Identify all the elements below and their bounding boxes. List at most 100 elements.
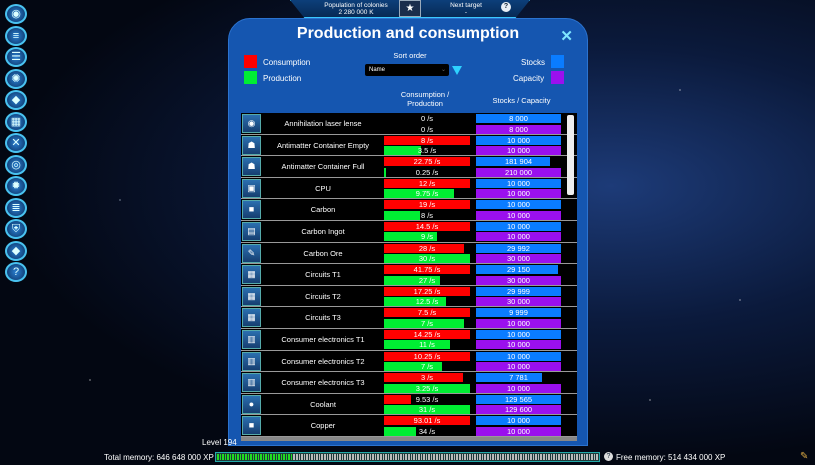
pencil-icon[interactable]: ✎ (800, 451, 809, 462)
grid-icon[interactable]: ▦ (5, 111, 27, 132)
stocks-bar: 10 000 (476, 135, 561, 145)
planet-icon[interactable]: ◉ (5, 4, 27, 24)
capacity-bar-value: 10 000 (507, 189, 530, 199)
shield-icon[interactable]: ⛨ (5, 219, 27, 239)
table-row[interactable]: ▦ Circuits T2 17.25 /s 12.5 /s 29 999 30 000 (241, 285, 577, 308)
tag-icon[interactable]: ◆ (5, 90, 27, 110)
stocks-bar-value: 7 781 (509, 373, 528, 383)
sort-order-select[interactable]: Name ⌄ (365, 64, 449, 76)
memory-segment (262, 454, 265, 460)
tag2-icon[interactable]: ◆ (5, 240, 27, 261)
memory-segment (430, 454, 433, 460)
memory-segment (351, 454, 354, 460)
memory-segment (545, 454, 548, 460)
memory-segment (471, 454, 474, 460)
star-emblem-icon[interactable]: ★ (399, 0, 421, 17)
resource-icon: ☗ (242, 135, 261, 155)
memory-segment (331, 454, 334, 460)
consumption-bar: 28 /s (384, 243, 470, 253)
table-row[interactable]: ▥ Consumer electronics T1 14.25 /s 11 /s 10 … (241, 328, 577, 351)
table-row[interactable]: ▥ Consumer electronics T2 10.25 /s 7 /s 10 0… (241, 350, 577, 373)
memory-segment (380, 454, 382, 460)
stocks-bar-fill (476, 178, 561, 188)
table-row[interactable]: ■ Carbon 19 /s 8 /s 10 000 10 000 (241, 199, 577, 221)
memory-segment (464, 454, 466, 460)
memory-segment (494, 454, 497, 460)
capacity-bar-value: 30 000 (507, 297, 530, 307)
memory-segment (517, 454, 520, 460)
memory-segment (405, 454, 408, 460)
memory-segment (372, 454, 374, 460)
memory-segment (502, 454, 504, 460)
capacity-swatch (551, 71, 564, 84)
sort-value: Name (369, 67, 386, 73)
capacity-bar-fill (476, 318, 561, 328)
stocks-bar-value: 129 565 (504, 394, 533, 404)
resource-name: Circuits T1 (305, 270, 341, 280)
help-icon[interactable]: ? (5, 262, 27, 282)
memory-segment (560, 454, 563, 460)
list-icon[interactable]: ☰ (5, 47, 27, 67)
production-bar-value: 34 /s (418, 426, 436, 436)
consumption-bar-value: 10.25 /s (413, 351, 441, 361)
stocks-bar-fill (476, 394, 561, 404)
consumption-bar: 8 /s (384, 135, 470, 145)
gear-icon[interactable]: ✹ (5, 176, 27, 196)
table-row[interactable]: ■ Copper 93.01 /s 34 /s 10 000 10 000 (241, 415, 577, 437)
memory-segment (497, 454, 499, 460)
memory-segment (425, 454, 428, 460)
sort-direction-icon[interactable] (452, 66, 462, 75)
table-row[interactable]: ◉ Annihilation laser lense 0 /s 0 /s 8 000 8 … (241, 113, 577, 135)
consumption-bar: 17.25 /s (384, 286, 470, 296)
table-row[interactable]: ▥ Consumer electronics T3 3 /s 3.25 /s 7 781… (241, 372, 577, 394)
production-bar-fill (384, 146, 421, 156)
stocks-bar-fill (476, 329, 561, 339)
memory-segment (232, 454, 234, 460)
memory-segment (273, 454, 275, 460)
stack-icon[interactable]: ≣ (5, 197, 27, 218)
table-row[interactable]: ☗ Antimatter Container Full 22.75 /s 0.25 /… (241, 156, 577, 178)
stocks-bar-value: 10 000 (507, 200, 530, 210)
capacity-bar: 10 000 (476, 318, 561, 328)
memory-segment (313, 454, 316, 460)
memory-segment (591, 454, 593, 460)
resource-icon: ▥ (242, 373, 261, 393)
consumption-bar-fill (384, 265, 470, 275)
capacity-bar: 30 000 (476, 254, 561, 264)
table-row[interactable]: ● Coolant 9.53 /s 31 /s 129 565 129 600 (241, 393, 577, 416)
memory-segment (555, 454, 558, 460)
memory-segment (433, 454, 436, 460)
memory-segment (290, 454, 293, 460)
consumption-bar: 0 /s (384, 114, 470, 123)
close-button[interactable]: ✕ (560, 28, 573, 45)
help-icon[interactable]: ? (501, 2, 511, 12)
memory-segment (280, 454, 283, 460)
eye-icon[interactable]: ◎ (5, 154, 27, 175)
table-row[interactable]: ☗ Antimatter Container Empty 8 /s 3.5 /s 10 … (241, 134, 577, 157)
production-bar-fill (384, 362, 443, 372)
table-row[interactable]: ▣ CPU 12 /s 9.75 /s 10 000 10 000 (241, 177, 577, 200)
memory-segment (308, 454, 311, 460)
scrollbar[interactable] (567, 115, 574, 195)
memory-segment (275, 454, 278, 460)
table-row[interactable]: ✎ Carbon Ore 28 /s 30 /s 29 992 30 000 (241, 242, 577, 265)
production-bar: 9.75 /s (384, 189, 470, 199)
table-row[interactable]: ▦ Circuits T1 41.75 /s 27 /s 29 150 30 000 (241, 264, 577, 286)
next-target-label: Next target (450, 2, 482, 9)
tools-icon[interactable]: ✕ (5, 133, 27, 153)
table-row[interactable]: ▤ Carbon Ingot 14.5 /s 9 /s 10 000 10 000 (241, 220, 577, 243)
consumption-bar-fill (384, 308, 470, 318)
help-icon[interactable]: ? (604, 452, 613, 461)
resource-icon: ▣ (242, 178, 261, 198)
memory-segment (484, 454, 486, 460)
memory-segment (415, 454, 418, 460)
layers-icon[interactable]: ≡ (5, 25, 27, 46)
consumption-bar-fill (384, 135, 470, 145)
capacity-bar: 10 000 (476, 146, 561, 156)
radar-icon[interactable]: ✺ (5, 68, 27, 89)
consumption-bar-value: 8 /s (420, 135, 434, 145)
memory-segment (456, 454, 458, 460)
table-row[interactable]: ▦ Circuits T3 7.5 /s 7 /s 9 999 10 000 (241, 307, 577, 329)
memory-segment (474, 454, 476, 460)
consumption-bar-value: 22.75 /s (413, 157, 441, 167)
